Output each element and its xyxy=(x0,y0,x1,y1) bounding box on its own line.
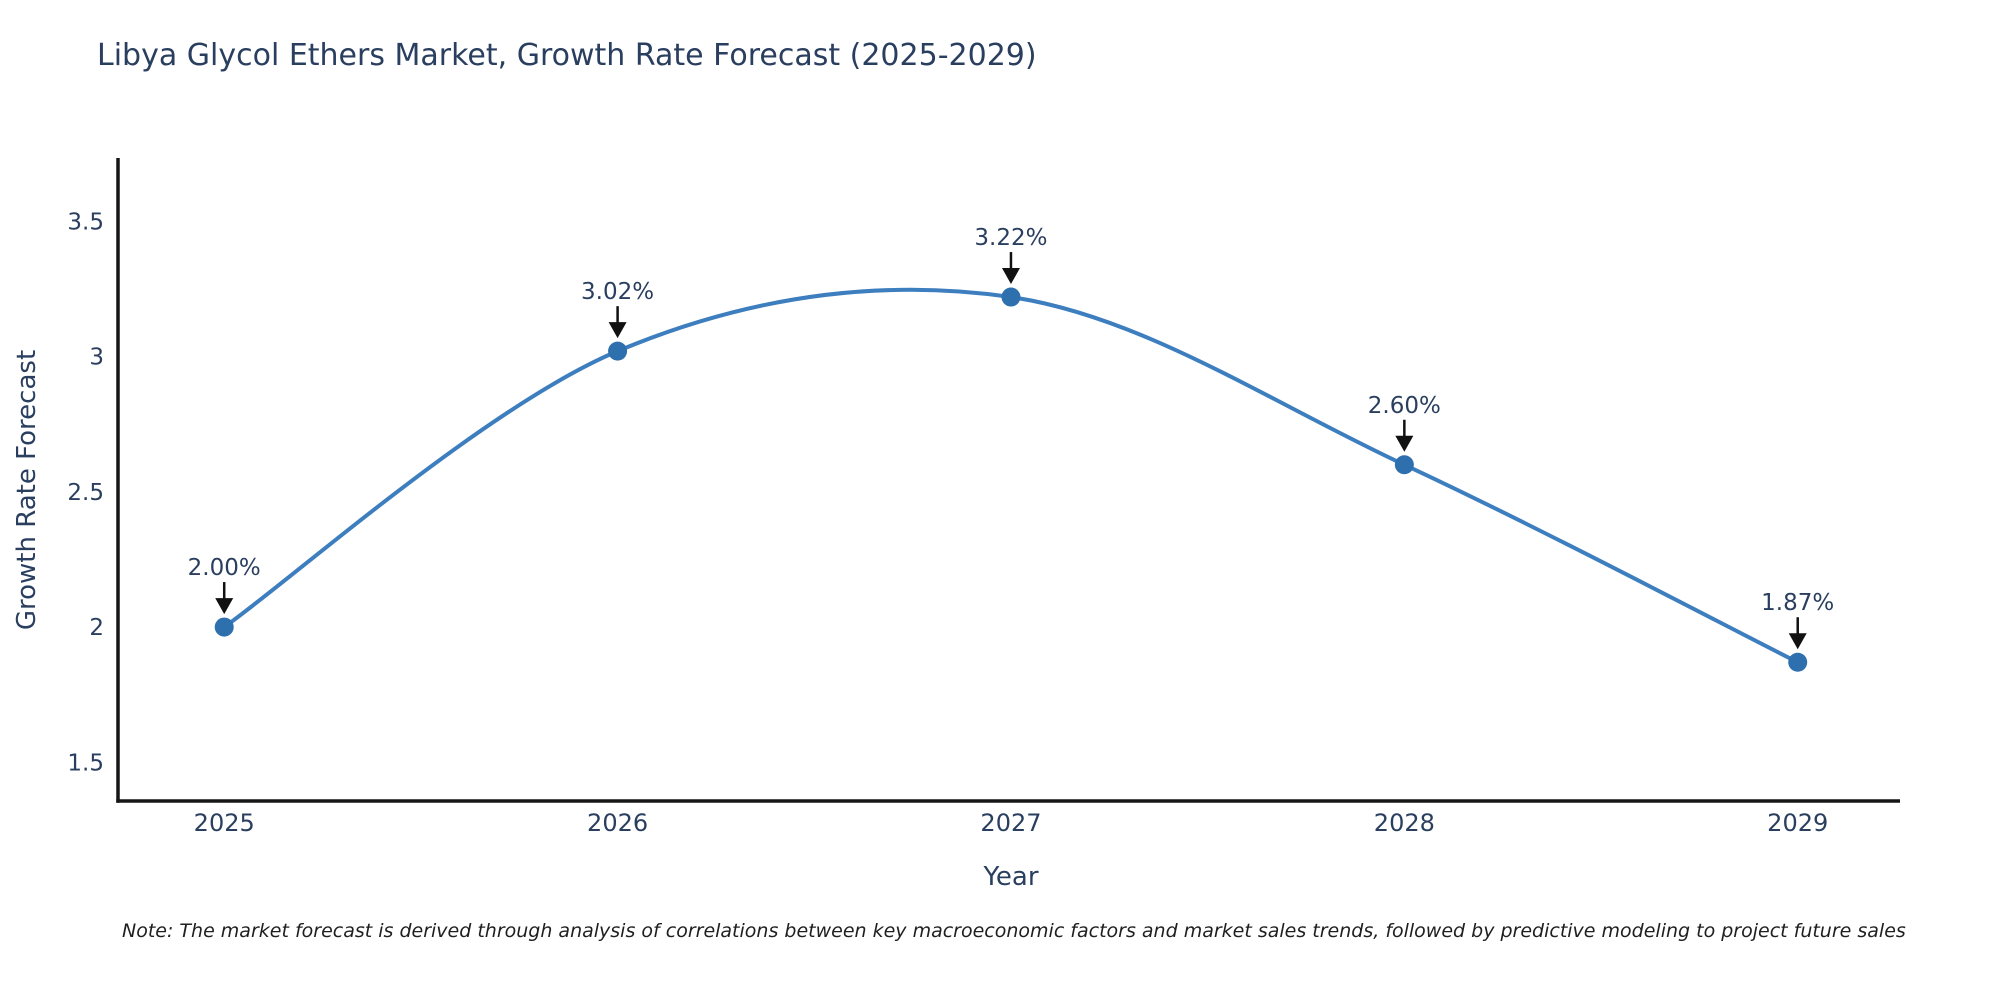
data-point-value-label: 1.87% xyxy=(1761,590,1834,616)
data-point-marker[interactable] xyxy=(1788,652,1808,672)
y-tick-label: 2.5 xyxy=(67,480,104,506)
data-point-marker[interactable] xyxy=(1394,455,1414,475)
series-line xyxy=(222,287,1800,665)
y-tick-label: 2 xyxy=(89,615,104,641)
x-tick-label: 2026 xyxy=(587,809,648,837)
data-point-value-label: 2.00% xyxy=(188,555,261,581)
x-axis-title: Year xyxy=(983,862,1039,892)
y-tick-label: 1.5 xyxy=(67,750,104,776)
data-point-marker[interactable] xyxy=(608,341,628,361)
y-tick-label: 3.5 xyxy=(67,209,104,235)
x-tick-label: 2025 xyxy=(194,809,255,837)
annotation-arrowhead xyxy=(1001,268,1020,285)
x-tick-label: 2027 xyxy=(980,809,1041,837)
annotation-arrowhead xyxy=(1788,633,1807,650)
x-tick-label: 2028 xyxy=(1374,809,1435,837)
annotation-arrowhead xyxy=(608,322,627,339)
annotation-arrowhead xyxy=(1395,435,1414,452)
data-point-value-label: 3.02% xyxy=(581,279,654,305)
chart-title: Libya Glycol Ethers Market, Growth Rate … xyxy=(97,38,1037,73)
data-point-value-label: 3.22% xyxy=(974,225,1047,251)
x-tick-label: 2029 xyxy=(1767,809,1828,837)
y-tick-label: 3 xyxy=(89,345,104,371)
data-point-marker[interactable] xyxy=(214,617,234,637)
annotation-arrowhead xyxy=(215,598,234,615)
data-point-marker[interactable] xyxy=(1001,287,1021,307)
data-point-value-label: 2.60% xyxy=(1368,393,1441,419)
footnote: Note: The market forecast is derived thr… xyxy=(122,920,1906,942)
